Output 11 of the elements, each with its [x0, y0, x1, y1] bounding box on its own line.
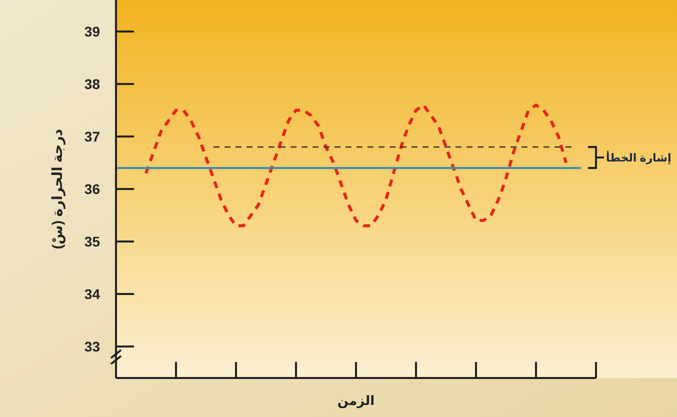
- y-tick-label: 39: [84, 23, 100, 40]
- y-tick-label: 37: [84, 128, 100, 144]
- line-series: [144, 104, 568, 228]
- y-tick-label: 38: [84, 76, 100, 92]
- y-tick-label: 33: [84, 338, 100, 354]
- y-axis-title: درجة الحرارة (سْ): [49, 128, 66, 250]
- text: إشارة الخطأ: [606, 150, 672, 164]
- x-axis-title: الزمن: [337, 393, 375, 409]
- y-tick-label: 36: [84, 180, 100, 197]
- y-tick-label: 35: [84, 233, 100, 250]
- y-tick-label: 34: [84, 286, 100, 302]
